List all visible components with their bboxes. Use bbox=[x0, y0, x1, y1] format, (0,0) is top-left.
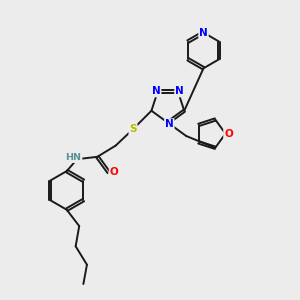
Text: N: N bbox=[165, 119, 174, 129]
Text: HN: HN bbox=[66, 153, 82, 162]
Text: O: O bbox=[224, 129, 233, 139]
Text: N: N bbox=[199, 28, 208, 38]
Text: O: O bbox=[110, 167, 118, 177]
Text: N: N bbox=[175, 86, 184, 97]
Text: S: S bbox=[129, 124, 137, 134]
Text: N: N bbox=[152, 86, 161, 97]
